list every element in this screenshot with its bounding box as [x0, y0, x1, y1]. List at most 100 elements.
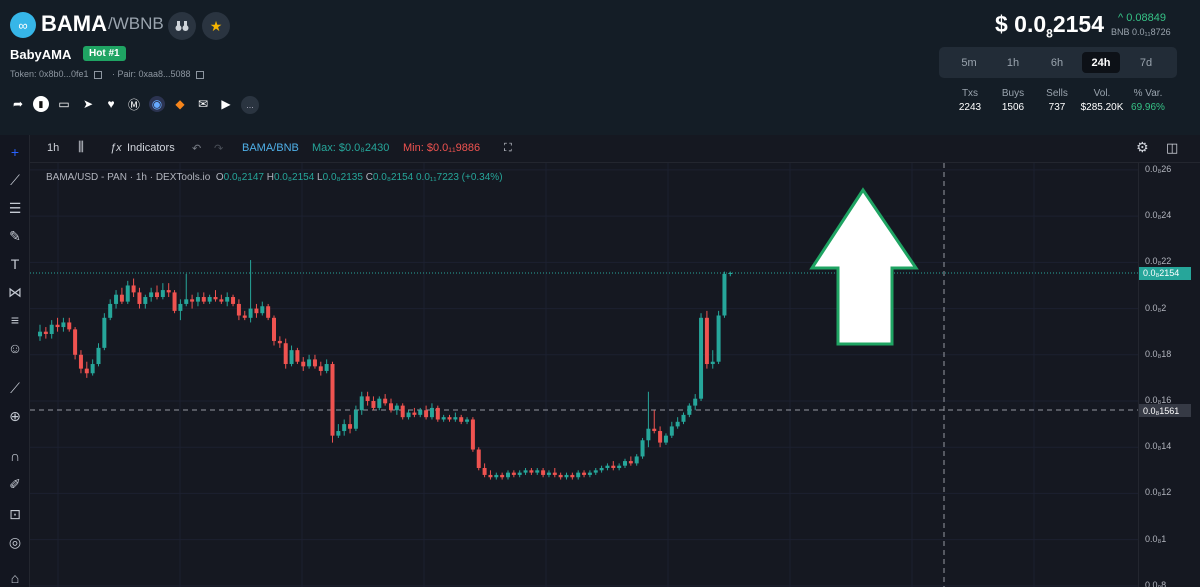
candle-body: [283, 343, 288, 365]
bnb-price: BNB 0.0₁₁8726: [1111, 27, 1171, 37]
eye-icon[interactable]: ◎: [8, 533, 22, 550]
y-tick-label: 0.0₈18: [1145, 348, 1172, 359]
candle-body: [605, 465, 610, 469]
favorite-star-icon[interactable]: ★: [202, 12, 230, 40]
candle-body: [84, 368, 89, 374]
stat-txs: 2243: [958, 102, 982, 113]
tab-7d[interactable]: 7d: [1139, 56, 1153, 69]
settings-gear-icon[interactable]: ⚙: [1136, 139, 1149, 155]
token-address[interactable]: Token: 0x8b0...0fe1: [10, 69, 102, 79]
fullscreen-icon[interactable]: ⛶: [504, 142, 512, 154]
telegram-icon[interactable]: ➤: [82, 97, 94, 111]
quote-pair[interactable]: /WBNB: [108, 14, 164, 33]
candle-body: [114, 294, 119, 304]
zoom-icon[interactable]: ⊕: [9, 407, 21, 424]
candle-body: [576, 472, 581, 478]
copy-icon[interactable]: [93, 70, 102, 79]
twitter-icon[interactable]: ♥: [107, 97, 115, 111]
y-tick-label: 0.0₈12: [1145, 487, 1172, 498]
email-icon[interactable]: ✉: [197, 97, 209, 111]
candle-body: [582, 472, 587, 475]
candle-body: [453, 417, 458, 420]
pair-toggle[interactable]: BAMA/BNB: [242, 142, 299, 154]
pattern-icon[interactable]: ⋈: [8, 283, 22, 300]
candle-body: [307, 359, 312, 367]
candle-body: [260, 306, 265, 314]
candle-body: [55, 324, 60, 328]
candle-body: [73, 329, 78, 355]
candle-body: [587, 472, 592, 475]
candle-body: [353, 410, 358, 429]
pair-dot: ·: [112, 69, 118, 79]
tab-1h[interactable]: 1h: [1006, 56, 1020, 69]
text-icon[interactable]: T: [10, 256, 20, 272]
website-icon[interactable]: ▭: [58, 97, 70, 111]
candle-body: [593, 470, 598, 473]
ruler-icon[interactable]: ⟋: [10, 379, 20, 396]
candle-body: [389, 403, 393, 411]
redo-icon[interactable]: ↷: [214, 143, 224, 155]
indicators-icon[interactable]: ƒx: [110, 142, 122, 154]
candle-body: [394, 405, 399, 411]
candle-body: [149, 292, 154, 298]
tab-6h[interactable]: 6h: [1050, 56, 1064, 69]
binoculars-icon[interactable]: [168, 12, 196, 40]
candle-body: [90, 364, 95, 374]
candle-body: [546, 472, 551, 475]
candle-body: [184, 299, 189, 304]
chart-icon[interactable]: ▮: [33, 96, 49, 112]
fib-icon[interactable]: ☰: [8, 199, 22, 216]
camera-icon[interactable]: ◫: [1166, 140, 1179, 155]
candle-body: [236, 303, 241, 316]
stat-header-sells: Sells: [1046, 88, 1068, 99]
magnet-icon[interactable]: ∩: [9, 448, 21, 464]
candle-body: [119, 294, 124, 302]
lock-drawing-icon[interactable]: ✐: [9, 475, 21, 492]
candle-body: [207, 297, 212, 302]
candle-body: [242, 315, 247, 318]
indicators-button[interactable]: Indicators: [127, 142, 175, 154]
crosshair-icon[interactable]: +: [10, 144, 20, 160]
candle-body: [704, 317, 709, 365]
candle-body: [652, 428, 657, 432]
candle-body: [371, 400, 376, 408]
up-arrow-annotation: [809, 187, 919, 346]
candle-body: [511, 472, 516, 475]
interval-select[interactable]: 1h: [47, 142, 60, 154]
lock-icon[interactable]: ⊡: [9, 505, 21, 522]
brush-icon[interactable]: ✎: [9, 227, 21, 244]
candle-body: [459, 417, 464, 422]
candle-body: [318, 366, 323, 371]
candle-body: [611, 465, 616, 469]
prediction-icon[interactable]: ≡: [10, 312, 20, 328]
candle-body: [681, 414, 686, 422]
candle-body: [687, 405, 692, 415]
chart-legend: BAMA/USD - PAN · 1h · DEXTools.io O0.0₈2…: [46, 172, 503, 183]
candlestick-plot[interactable]: [30, 163, 1138, 587]
metamask-icon[interactable]: ◆: [175, 97, 185, 111]
candle-body: [722, 273, 727, 316]
copy-icon[interactable]: [195, 70, 204, 79]
pair-address[interactable]: · Pair: 0xaa8...5088: [112, 69, 204, 79]
share-icon[interactable]: ➦: [12, 97, 24, 111]
trendline-icon[interactable]: ⟋: [10, 171, 20, 188]
tab-5m[interactable]: 5m: [961, 56, 977, 69]
candle-body: [488, 474, 493, 478]
more-links-button[interactable]: ...: [241, 96, 259, 114]
undo-icon[interactable]: ↶: [192, 143, 202, 155]
youtube-icon[interactable]: ▶: [221, 97, 231, 111]
candle-body: [617, 465, 622, 469]
chart-area[interactable]: [0, 135, 1200, 587]
trash-icon[interactable]: ⌂: [10, 570, 20, 586]
tab-24h[interactable]: 24h: [1082, 52, 1120, 73]
y-tick-label: 0.0₈22: [1145, 256, 1172, 267]
candle-body: [699, 317, 704, 399]
coinmarketcap-icon[interactable]: Ⓜ: [127, 97, 140, 112]
coingecko-icon[interactable]: ◉: [149, 96, 165, 112]
candle-body: [125, 285, 130, 302]
price-axis[interactable]: 0.0₈26 0.0₈24 0.0₈22 0.0₈2 0.0₈18 0.0₈16 0.0₈1…: [1138, 163, 1200, 587]
candle-body: [646, 428, 651, 441]
candle-type-icon[interactable]: ⫼: [78, 139, 84, 154]
emoji-icon[interactable]: ☺: [7, 340, 23, 356]
candle-body: [383, 398, 388, 404]
